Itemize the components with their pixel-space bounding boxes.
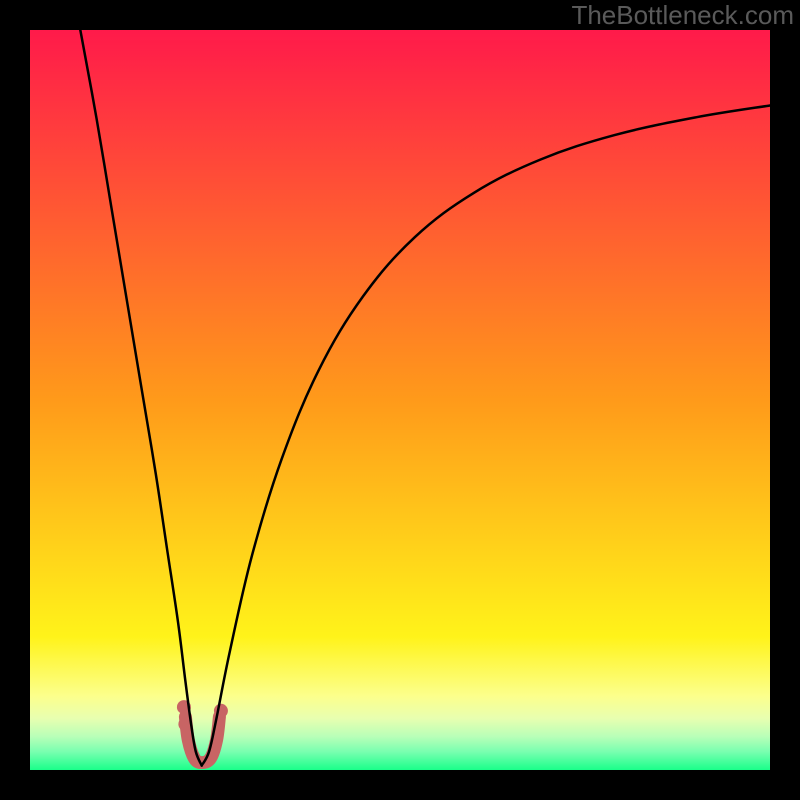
- curve-layer: [0, 0, 800, 800]
- curve-right-branch: [202, 105, 770, 765]
- chart-frame: TheBottleneck.com: [0, 0, 800, 800]
- watermark-text: TheBottleneck.com: [571, 0, 794, 31]
- curve-left-branch: [80, 30, 201, 766]
